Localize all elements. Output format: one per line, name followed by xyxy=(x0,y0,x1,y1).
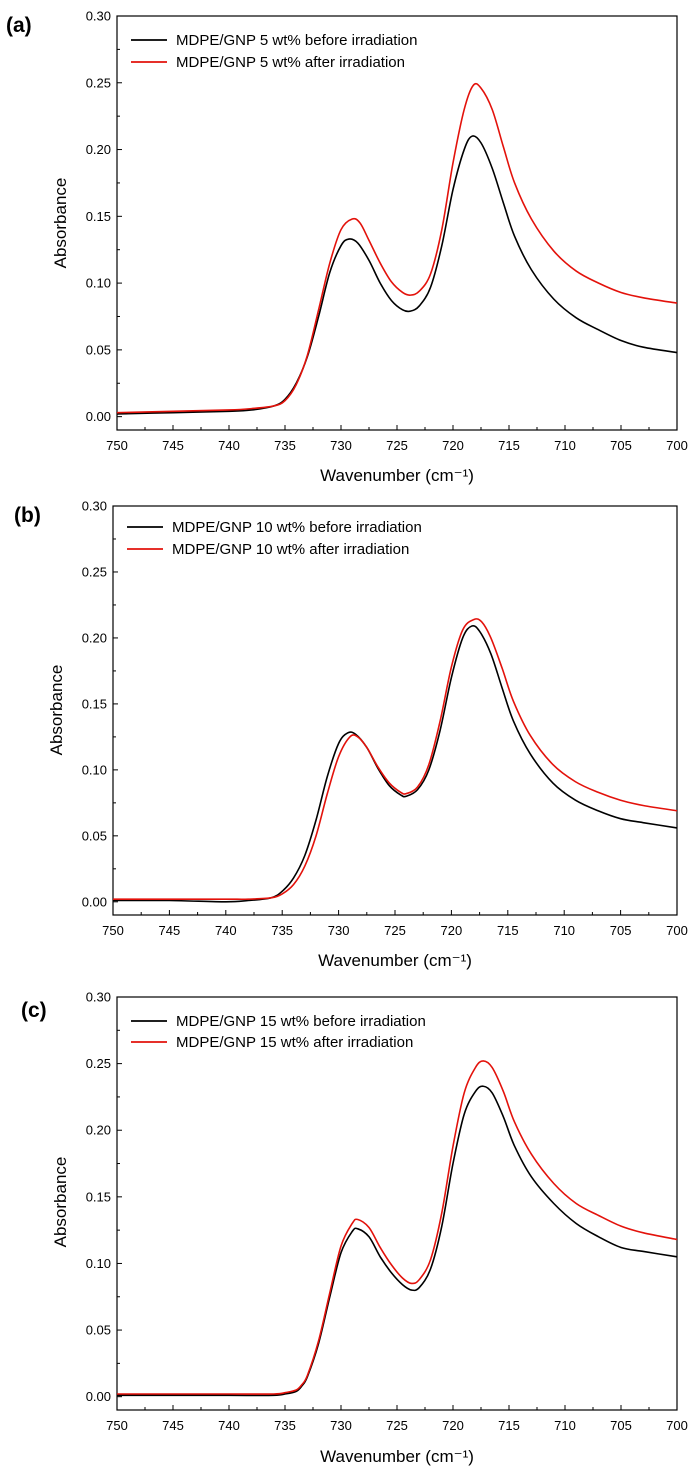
y-tick-label: 0.20 xyxy=(86,1123,111,1138)
panel-label: (c) xyxy=(21,999,47,1022)
y-tick-label: 0.15 xyxy=(82,696,107,711)
y-tick-label: 0.00 xyxy=(82,894,107,909)
x-tick-label: 740 xyxy=(218,1418,240,1433)
x-tick-label: 750 xyxy=(106,438,128,453)
panel-label: (b) xyxy=(14,504,41,527)
x-tick-label: 740 xyxy=(218,438,240,453)
plot-frame xyxy=(116,996,678,1411)
y-tick-label: 0.05 xyxy=(86,342,111,357)
x-tick-label: 705 xyxy=(610,923,632,938)
y-tick-label: 0.25 xyxy=(86,75,111,90)
y-tick-label: 0.00 xyxy=(86,1389,111,1404)
y-tick-label: 0.05 xyxy=(86,1323,111,1338)
y-tick-label: 0.30 xyxy=(86,9,111,24)
series-line-after xyxy=(113,618,678,901)
chart-panel-a: (a) Absorbance Wavenumber (cm⁻¹) MDPE/GN… xyxy=(6,9,688,486)
x-tick-label: 735 xyxy=(274,1418,296,1433)
y-tick-label: 0.10 xyxy=(86,276,111,291)
x-tick-label: 725 xyxy=(386,1418,408,1433)
x-tick-label: 715 xyxy=(498,1418,520,1433)
x-tick-label: 705 xyxy=(610,438,632,453)
y-tick-label: 0.05 xyxy=(82,828,107,843)
x-tick-label: 715 xyxy=(498,438,520,453)
x-tick-label: 730 xyxy=(328,923,350,938)
x-axis-label: Wavenumber (cm⁻¹) xyxy=(320,466,474,485)
y-tick-label: 0.20 xyxy=(86,142,111,157)
x-tick-label: 730 xyxy=(330,1418,352,1433)
x-tick-label: 735 xyxy=(271,923,293,938)
x-tick-label: 710 xyxy=(554,438,576,453)
x-tick-label: 735 xyxy=(274,438,296,453)
x-axis-label: Wavenumber (cm⁻¹) xyxy=(318,951,472,970)
legend-label-after: MDPE/GNP 5 wt% after irradiation xyxy=(176,54,405,71)
x-tick-label: 750 xyxy=(102,923,124,938)
x-tick-label: 720 xyxy=(441,923,463,938)
x-tick-label: 710 xyxy=(553,923,575,938)
series-line-after xyxy=(117,1060,678,1395)
y-tick-label: 0.00 xyxy=(86,409,111,424)
x-tick-label: 700 xyxy=(666,923,688,938)
legend-label-after: MDPE/GNP 10 wt% after irradiation xyxy=(172,541,409,558)
y-tick-label: 0.10 xyxy=(86,1256,111,1271)
y-axis-label: Absorbance xyxy=(47,665,66,756)
plot-frame xyxy=(112,505,678,916)
y-tick-label: 0.30 xyxy=(82,499,107,514)
y-tick-label: 0.10 xyxy=(82,762,107,777)
legend-label-before: MDPE/GNP 10 wt% before irradiation xyxy=(172,519,422,536)
y-tick-label: 0.20 xyxy=(82,630,107,645)
x-tick-label: 725 xyxy=(386,438,408,453)
y-tick-label: 0.15 xyxy=(86,1189,111,1204)
x-tick-label: 750 xyxy=(106,1418,128,1433)
x-tick-label: 720 xyxy=(442,1418,464,1433)
y-tick-label: 0.25 xyxy=(86,1056,111,1071)
x-tick-label: 745 xyxy=(159,923,181,938)
x-tick-label: 715 xyxy=(497,923,519,938)
x-axis-label: Wavenumber (cm⁻¹) xyxy=(320,1447,474,1466)
plot-frame xyxy=(116,15,678,431)
series-line-after xyxy=(116,82,678,414)
x-tick-label: 710 xyxy=(554,1418,576,1433)
x-tick-label: 705 xyxy=(610,1418,632,1433)
x-tick-label: 725 xyxy=(384,923,406,938)
x-tick-label: 730 xyxy=(330,438,352,453)
y-tick-label: 0.15 xyxy=(86,209,111,224)
y-axis-label: Absorbance xyxy=(51,178,70,269)
series-line-before xyxy=(116,135,678,415)
x-tick-label: 740 xyxy=(215,923,237,938)
legend-label-after: MDPE/GNP 15 wt% after irradiation xyxy=(176,1034,413,1051)
x-tick-label: 745 xyxy=(162,1418,184,1433)
x-tick-label: 700 xyxy=(666,438,688,453)
y-tick-label: 0.25 xyxy=(82,564,107,579)
x-tick-label: 745 xyxy=(162,438,184,453)
y-tick-label: 0.30 xyxy=(86,990,111,1005)
series-line-before xyxy=(117,1085,678,1397)
chart-panel-c: (c) Absorbance Wavenumber (cm⁻¹) MDPE/GN… xyxy=(21,990,688,1467)
x-tick-label: 700 xyxy=(666,1418,688,1433)
panel-label: (a) xyxy=(6,14,32,37)
legend-label-before: MDPE/GNP 15 wt% before irradiation xyxy=(176,1013,426,1030)
series-line-before xyxy=(112,624,678,903)
x-tick-label: 720 xyxy=(442,438,464,453)
legend-label-before: MDPE/GNP 5 wt% before irradiation xyxy=(176,32,418,49)
chart-panel-b: (b) Absorbance Wavenumber (cm⁻¹) MDPE/GN… xyxy=(14,499,688,971)
y-axis-label: Absorbance xyxy=(51,1157,70,1248)
